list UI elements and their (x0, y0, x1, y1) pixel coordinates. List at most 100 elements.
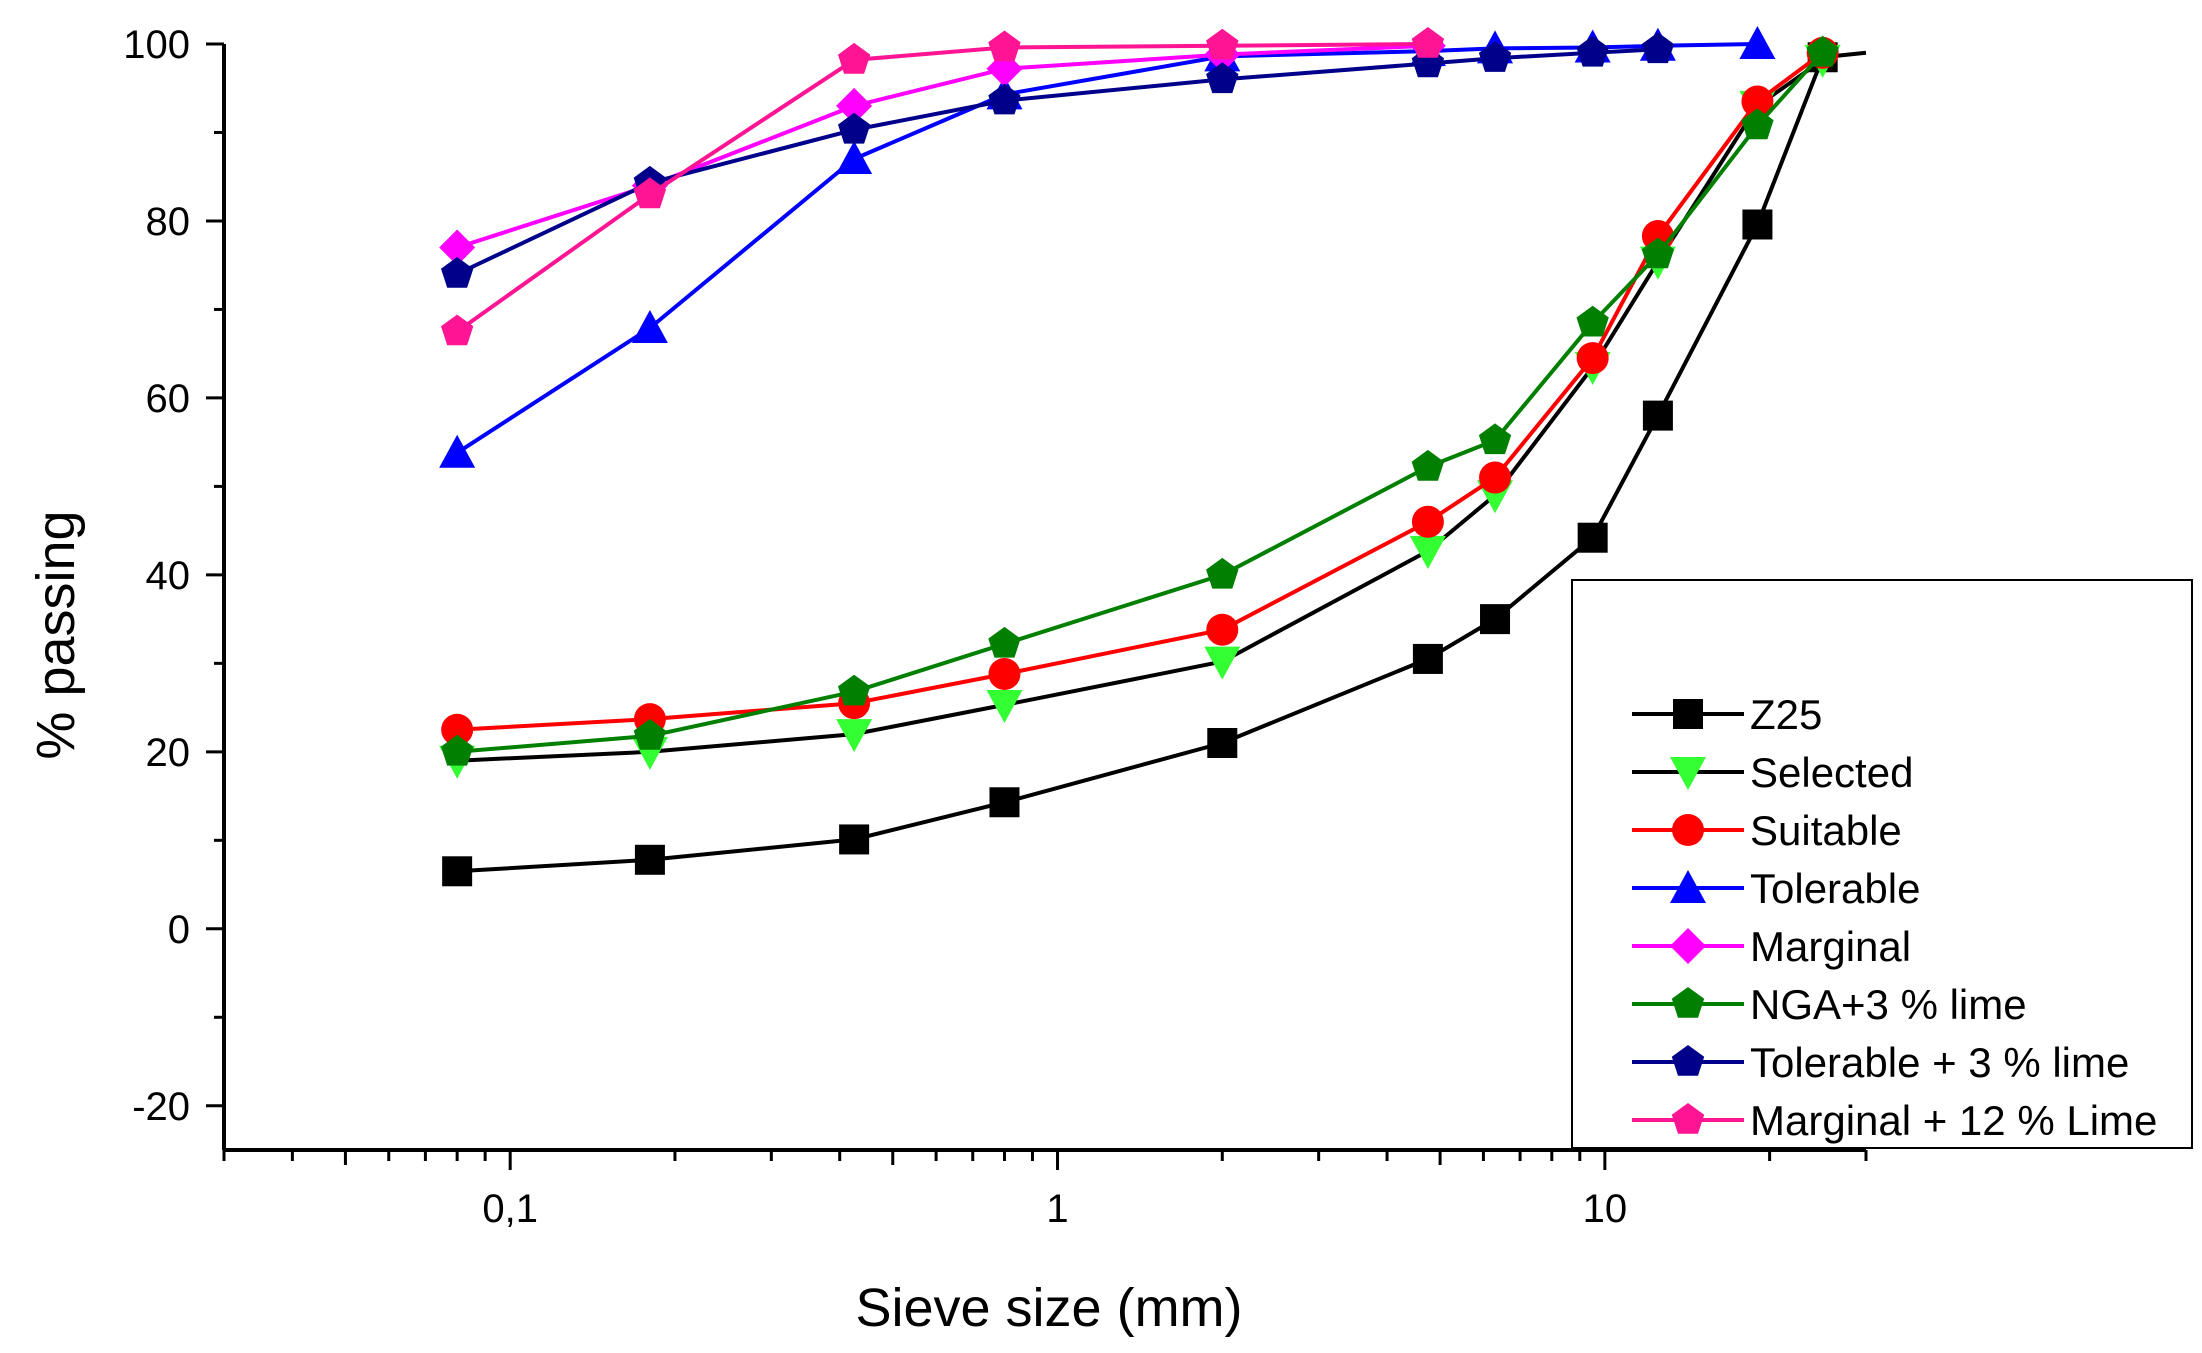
data-point (836, 87, 873, 124)
data-point (441, 713, 474, 746)
data-point (1739, 26, 1776, 59)
data-point (1576, 305, 1609, 337)
data-point (986, 689, 1023, 723)
data-point (1206, 62, 1239, 94)
data-point (631, 310, 668, 344)
legend-entry: Marginal + 12 % Lime (1632, 1097, 2157, 1144)
data-point (1206, 557, 1239, 589)
data-point (633, 177, 667, 209)
data-point (838, 112, 871, 144)
data-point (442, 856, 473, 887)
data-point (838, 674, 871, 706)
data-point (441, 734, 474, 766)
legend-marker (1671, 1103, 1705, 1134)
data-point (634, 844, 665, 875)
data-point (1642, 400, 1673, 431)
data-point (1479, 461, 1512, 494)
plot-area (439, 26, 1867, 887)
x-axis-title: Sieve size (mm) (855, 1278, 1242, 1338)
x-tick-label: 10 (1583, 1187, 1628, 1231)
data-point (1742, 209, 1773, 240)
data-point (1478, 423, 1512, 455)
data-point (1411, 27, 1445, 58)
series-marginal-12-lime (441, 27, 1445, 346)
y-axis: -20 0 20 40 60 80 100 (123, 23, 226, 1150)
series-line (456, 50, 1867, 874)
y-tick-label: -20 (132, 1085, 190, 1129)
series-tolerable-3-lime (441, 32, 1675, 288)
data-point (1206, 613, 1239, 646)
data-point (988, 30, 1021, 62)
data-point (988, 626, 1021, 658)
legend-entry: NGA+3 % lime (1632, 981, 2027, 1028)
y-tick-label: 0 (168, 908, 190, 952)
data-point (988, 83, 1021, 115)
data-point (1741, 108, 1774, 140)
series-marginal (439, 27, 1446, 266)
legend-label: Tolerable + 3 % lime (1750, 1039, 2129, 1086)
data-point (1411, 449, 1445, 481)
legend-entry: Suitable (1632, 807, 1902, 854)
legend-box (1571, 579, 2193, 1149)
y-tick-label: 40 (146, 554, 191, 598)
x-axis: 0,1 1 10 (222, 1148, 1868, 1231)
legend-marker (1670, 757, 1706, 790)
data-point (1204, 646, 1241, 680)
data-point (1206, 28, 1239, 60)
legend: Z25 Selected Suitable Tolerable Marginal NGA+… (1571, 579, 2193, 1149)
data-point (1806, 35, 1839, 67)
data-point (1741, 85, 1774, 118)
legend-label: NGA+3 % lime (1750, 981, 2027, 1028)
y-axis-title: % passing (26, 510, 86, 759)
legend-label: Marginal (1750, 923, 1911, 970)
data-point (439, 434, 476, 468)
data-point (1411, 505, 1444, 538)
legend-marker (1671, 1045, 1705, 1076)
legend-marker (1670, 928, 1706, 964)
legend-marker (1672, 814, 1704, 846)
legend-marker (1671, 987, 1705, 1018)
y-tick-label: 20 (146, 731, 191, 775)
data-point (441, 314, 474, 346)
y-tick-label: 80 (146, 200, 191, 244)
series-line (455, 42, 1428, 334)
data-point (1577, 522, 1608, 553)
data-point (989, 787, 1020, 818)
data-point (1576, 342, 1609, 375)
data-point (1576, 35, 1609, 67)
legend-label: Z25 (1750, 691, 1822, 738)
y-tick-label: 60 (146, 377, 191, 421)
data-point (633, 718, 667, 750)
legend-label: Tolerable (1750, 865, 1920, 912)
legend-entry: Tolerable + 3 % lime (1632, 1039, 2129, 1086)
data-point (838, 42, 871, 74)
series-z25 (442, 42, 1867, 887)
data-point (839, 824, 870, 855)
data-point (439, 229, 476, 266)
data-point (1478, 41, 1512, 72)
y-tick-label: 100 (123, 23, 190, 67)
data-point (836, 141, 873, 175)
legend-marker (1670, 870, 1706, 903)
legend-entry: Marginal (1632, 923, 1911, 970)
x-tick-label: 1 (1046, 1187, 1068, 1231)
data-point (1641, 237, 1675, 269)
series-line (456, 47, 1659, 276)
data-point (441, 257, 474, 288)
x-tick-label: 0,1 (482, 1187, 538, 1231)
data-point (1409, 535, 1446, 569)
data-point (836, 719, 873, 753)
series-line (456, 42, 1758, 455)
legend-entry: Selected (1632, 749, 1913, 796)
data-point (1207, 727, 1238, 758)
legend-label: Suitable (1750, 807, 1902, 854)
data-point (1641, 32, 1675, 64)
legend-entry: Tolerable (1632, 865, 1920, 912)
legend-label: Marginal + 12 % Lime (1750, 1097, 2157, 1144)
data-point (1480, 604, 1511, 635)
legend-marker (1673, 699, 1703, 729)
data-point (988, 657, 1021, 690)
legend-entry: Z25 (1632, 691, 1822, 738)
